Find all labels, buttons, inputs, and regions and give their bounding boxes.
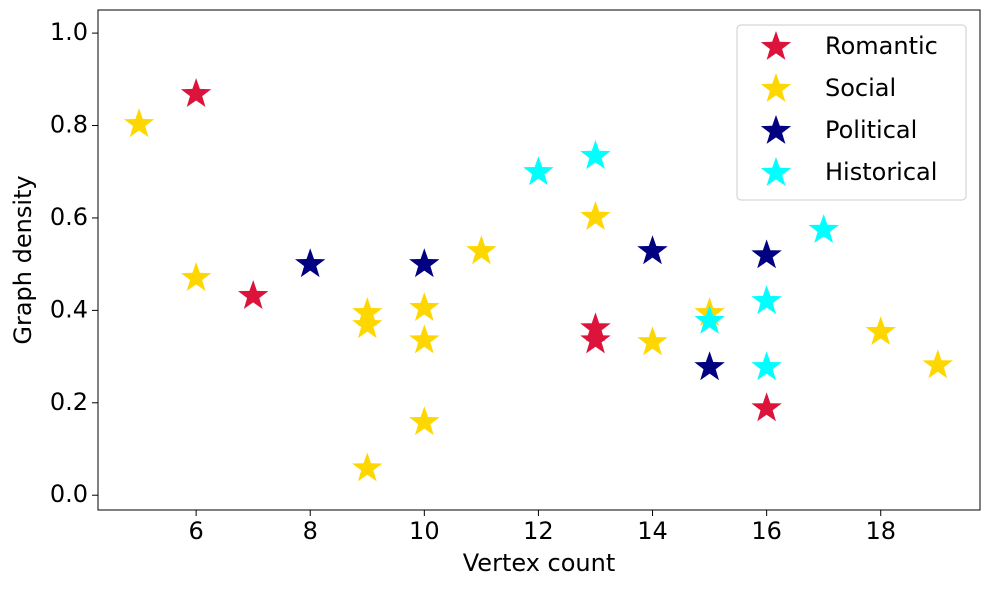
point bbox=[580, 201, 611, 230]
x-tick-label: 10 bbox=[409, 517, 440, 545]
y-tick-label: 1.0 bbox=[50, 18, 88, 46]
legend-label: Political bbox=[825, 116, 917, 144]
x-tick-label: 14 bbox=[637, 517, 668, 545]
point bbox=[865, 316, 896, 345]
point bbox=[409, 248, 440, 278]
point bbox=[295, 248, 326, 278]
point bbox=[352, 309, 383, 339]
point bbox=[694, 351, 725, 381]
legend-box bbox=[736, 24, 967, 201]
point bbox=[409, 406, 440, 436]
point bbox=[123, 108, 155, 138]
legend-label: Historical bbox=[825, 158, 937, 186]
point bbox=[466, 235, 497, 265]
point bbox=[352, 452, 383, 482]
y-tick-label: 0.8 bbox=[50, 111, 88, 139]
point bbox=[637, 235, 668, 265]
y-tick-label: 0.4 bbox=[50, 295, 88, 323]
point bbox=[409, 324, 440, 354]
point bbox=[409, 292, 440, 321]
x-tick-label: 8 bbox=[303, 517, 318, 545]
y-tick-label: 0.0 bbox=[50, 480, 88, 508]
point bbox=[238, 280, 269, 309]
point bbox=[580, 140, 611, 169]
point bbox=[523, 156, 554, 186]
plot-frame bbox=[97, 9, 981, 511]
point bbox=[637, 326, 668, 356]
x-axis-label: Vertex count bbox=[463, 549, 615, 577]
point bbox=[751, 239, 782, 269]
point bbox=[751, 285, 782, 315]
point bbox=[694, 305, 725, 334]
point bbox=[180, 78, 212, 107]
legend-marker bbox=[760, 73, 792, 102]
point bbox=[180, 262, 212, 291]
y-tick-label: 0.2 bbox=[50, 388, 88, 416]
x-tick-label: 6 bbox=[188, 517, 203, 545]
x-tick-label: 16 bbox=[751, 517, 782, 545]
legend-label: Social bbox=[825, 74, 896, 102]
point bbox=[751, 351, 782, 381]
point bbox=[808, 214, 839, 243]
x-tick-label: 12 bbox=[523, 517, 554, 545]
x-tick-label: 18 bbox=[865, 517, 896, 545]
y-tick-label: 0.6 bbox=[50, 203, 88, 231]
y-axis-label: Graph density bbox=[9, 175, 37, 344]
legend-marker bbox=[760, 31, 792, 60]
legend-label: Romantic bbox=[825, 32, 938, 60]
legend: Romantic Social Political Historical bbox=[736, 24, 967, 201]
point bbox=[751, 392, 782, 422]
legend-marker bbox=[760, 115, 792, 144]
legend-marker bbox=[760, 157, 792, 186]
point bbox=[580, 324, 611, 354]
point bbox=[922, 349, 953, 379]
